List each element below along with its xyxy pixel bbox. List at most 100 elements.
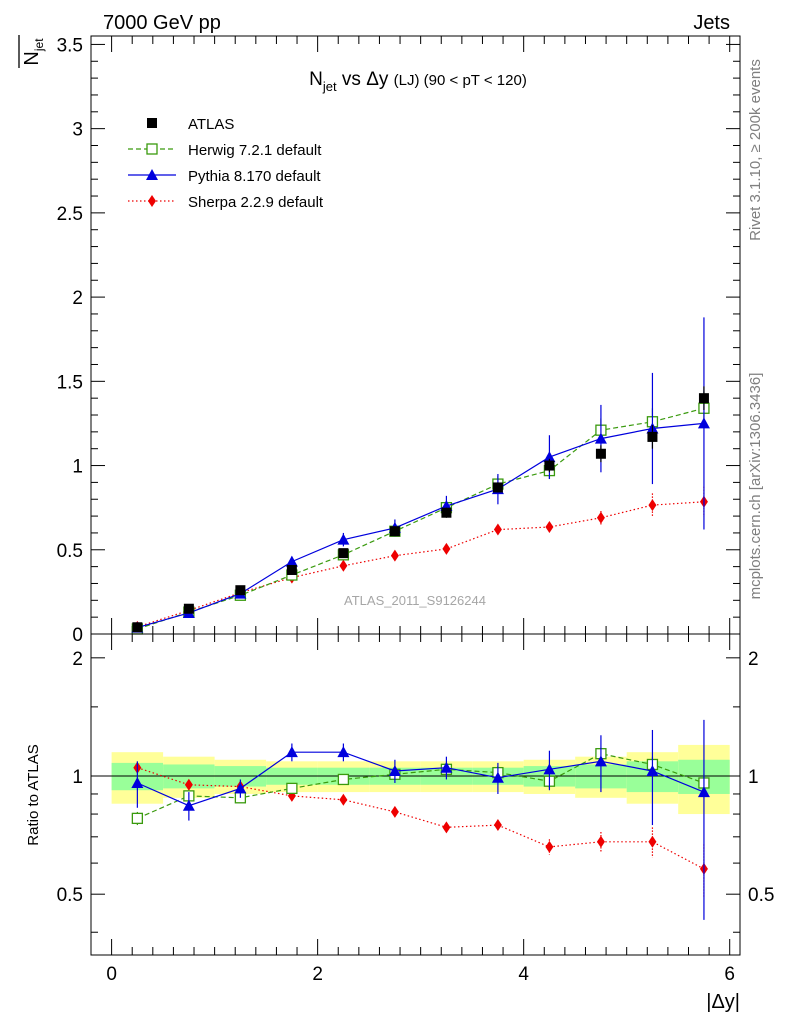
legend-entry-atlas: ATLAS [147, 116, 234, 133]
legend-pythia-label: Pythia 8.170 default [188, 168, 321, 185]
ratio-series-pythia [131, 719, 710, 920]
ratio-point-sherpa [493, 819, 502, 832]
ratio-point-pythia [491, 771, 504, 783]
analysis-watermark: ATLAS_2011_S9126244 [344, 593, 486, 608]
rivet-version-text: Rivet 3.1.10, ≥ 200k events [747, 59, 764, 241]
top-point-pythia [337, 533, 350, 545]
ratio-line-pythia [137, 751, 705, 807]
ratio-ytick-label-right: 2 [748, 649, 759, 670]
ylabel-main: N [21, 51, 43, 65]
title-mid: vs Δy [337, 69, 394, 90]
header-left: 7000 GeV pp [103, 12, 221, 34]
legend-atlas-label: ATLAS [188, 116, 234, 133]
legend-entry-pythia: Pythia 8.170 default [128, 168, 321, 185]
ratio-ytick-label: 1 [72, 767, 83, 788]
ratio-point-sherpa [648, 835, 657, 848]
top-point-pythia [697, 417, 710, 429]
ratio-ytick-label: 2 [72, 649, 83, 670]
ratio-ytick-label: 0.5 [57, 885, 83, 906]
ratio-uncertainty-bands [111, 744, 730, 815]
ratio-point-pythia [337, 746, 350, 758]
ratio-point-herwig [337, 773, 350, 786]
top-point-atlas [595, 448, 606, 459]
top-line-pythia [137, 422, 704, 629]
ratio-point-pythia [131, 776, 144, 788]
top-line-herwig [137, 407, 705, 630]
top-point-pythia [594, 432, 607, 444]
title-range: (90 < pT < 120) [420, 72, 527, 89]
top-point-atlas [647, 431, 658, 442]
ratio-point-pythia [594, 755, 607, 767]
legend-pythia-marker [146, 169, 158, 180]
top-series-pythia [131, 317, 710, 633]
top-point-sherpa [390, 549, 399, 562]
ratio-ytick-label-right: 1 [748, 767, 759, 788]
legend-entry-herwig: Herwig 7.2.1 default [128, 142, 322, 159]
top-point-atlas [132, 622, 143, 633]
top-ylabel: Njet [18, 35, 46, 68]
ratio-axis-ticks: 0.5 0.5 1 1 2 2 0 2 4 6 [57, 634, 774, 985]
title-tag: (LJ) [394, 72, 420, 89]
ratio-point-herwig [131, 812, 144, 825]
xtick-label: 0 [106, 964, 117, 985]
top-ytick-label: 0 [72, 625, 83, 646]
ratio-ytick-label-right: 0.5 [748, 885, 774, 906]
top-ytick-label: 0.5 [57, 541, 83, 562]
ratio-point-pythia [646, 764, 659, 776]
legend-atlas-marker [147, 118, 157, 128]
top-ytick-label: 3.5 [57, 35, 83, 56]
top-point-pythia [543, 451, 556, 463]
top-series-layer [131, 317, 710, 635]
top-point-atlas [698, 393, 709, 404]
top-axis-ticks: 0 0.5 1 1.5 2 2.5 3 3.5 [57, 35, 740, 646]
x-axis-label: |Δy| [706, 991, 740, 1013]
top-point-atlas [235, 585, 246, 596]
ratio-point-pythia [388, 764, 401, 776]
top-point-atlas [441, 507, 452, 518]
legend-herwig-label: Herwig 7.2.1 default [188, 142, 322, 159]
ratio-ylabel: Ratio to ATLAS [25, 744, 42, 845]
ratio-plot-frame [90, 633, 741, 956]
mcplots-reference-text: mcplots.cern.ch [arXiv:1306.3436] [747, 373, 764, 600]
top-point-atlas [183, 603, 194, 614]
top-ytick-label: 1 [72, 457, 83, 478]
legend-sherpa-marker [148, 195, 156, 207]
ratio-point-sherpa [390, 805, 399, 818]
top-ytick-label: 2.5 [57, 204, 83, 225]
top-series-sherpa [133, 486, 708, 633]
ylabel-subscript: jet [32, 38, 46, 52]
ratio-point-sherpa [596, 835, 605, 848]
top-point-atlas [389, 526, 400, 537]
legend-sherpa-label: Sherpa 2.2.9 default [188, 194, 324, 211]
top-point-atlas [286, 564, 297, 575]
top-series-atlas [132, 386, 709, 633]
svg-text:Njet: Njet [21, 38, 46, 66]
ratio-point-pythia [697, 786, 710, 798]
title-main: N [309, 69, 323, 90]
top-point-sherpa [648, 499, 657, 512]
top-point-atlas [492, 482, 503, 493]
title-main-subscript: jet [322, 79, 337, 94]
xtick-label: 2 [312, 964, 323, 985]
top-ytick-label: 1.5 [57, 372, 83, 393]
ratio-point-sherpa [339, 793, 348, 806]
top-point-atlas [338, 548, 349, 559]
top-line-sherpa [137, 501, 704, 628]
ratio-point-pythia [440, 761, 453, 773]
ratio-point-sherpa [184, 778, 193, 791]
ratio-point-pythia [182, 799, 195, 811]
top-ytick-label: 2 [72, 288, 83, 309]
top-point-sherpa [545, 521, 554, 534]
ratio-point-herwig [286, 782, 298, 795]
xtick-label: 6 [724, 964, 735, 985]
chart-title: Njet vs Δy (LJ) (90 < pT < 120) [309, 69, 527, 94]
ratio-series-layer [131, 719, 710, 920]
ratio-point-pythia [234, 782, 247, 794]
top-point-sherpa [442, 542, 451, 555]
ratio-point-sherpa [545, 840, 554, 853]
ratio-point-pythia [543, 763, 556, 775]
legend: ATLAS Herwig 7.2.1 default Pythia 8.170 … [128, 116, 324, 211]
legend-entry-sherpa: Sherpa 2.2.9 default [128, 194, 324, 211]
top-ytick-label: 3 [72, 120, 83, 141]
